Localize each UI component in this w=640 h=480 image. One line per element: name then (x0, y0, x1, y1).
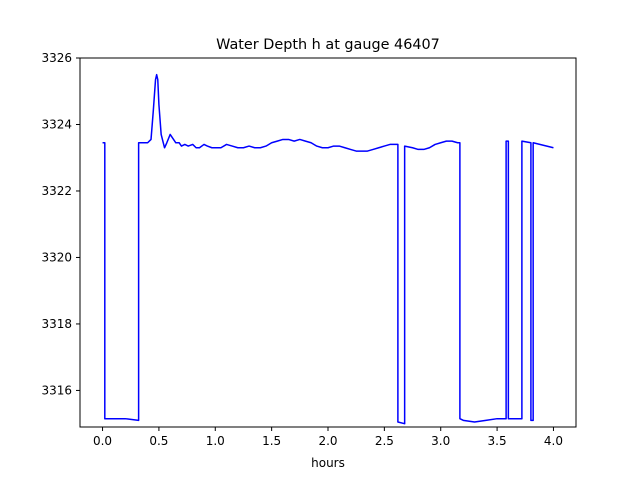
x-tick-label: 0.5 (149, 434, 168, 448)
y-axis: 3316 3318 3320 3322 3324 3326 (41, 51, 80, 397)
y-tick-label: 3320 (41, 250, 72, 264)
y-tick-label: 3324 (41, 117, 72, 131)
x-tick-label: 2.5 (375, 434, 394, 448)
x-tick-label: 1.5 (262, 434, 281, 448)
y-tick-label: 3326 (41, 51, 72, 65)
x-tick-label: 0.0 (93, 434, 112, 448)
series-line (102, 73, 554, 425)
plot-area (79, 57, 577, 428)
y-tick-label: 3316 (41, 383, 72, 397)
x-tick-label: 4.0 (544, 434, 563, 448)
x-tick-label: 3.0 (431, 434, 450, 448)
chart-title: Water Depth h at gauge 46407 (216, 37, 440, 53)
plot-frame (79, 57, 577, 428)
y-tick-label: 3322 (41, 184, 72, 198)
x-tick-label: 1.0 (206, 434, 225, 448)
y-tick-label: 3318 (41, 317, 72, 331)
x-axis: 0.0 0.5 1.0 1.5 2.0 2.5 3.0 3.5 4.0 (93, 427, 563, 448)
x-tick-label: 2.0 (318, 434, 337, 448)
x-axis-label: hours (311, 456, 345, 470)
x-tick-label: 3.5 (488, 434, 507, 448)
